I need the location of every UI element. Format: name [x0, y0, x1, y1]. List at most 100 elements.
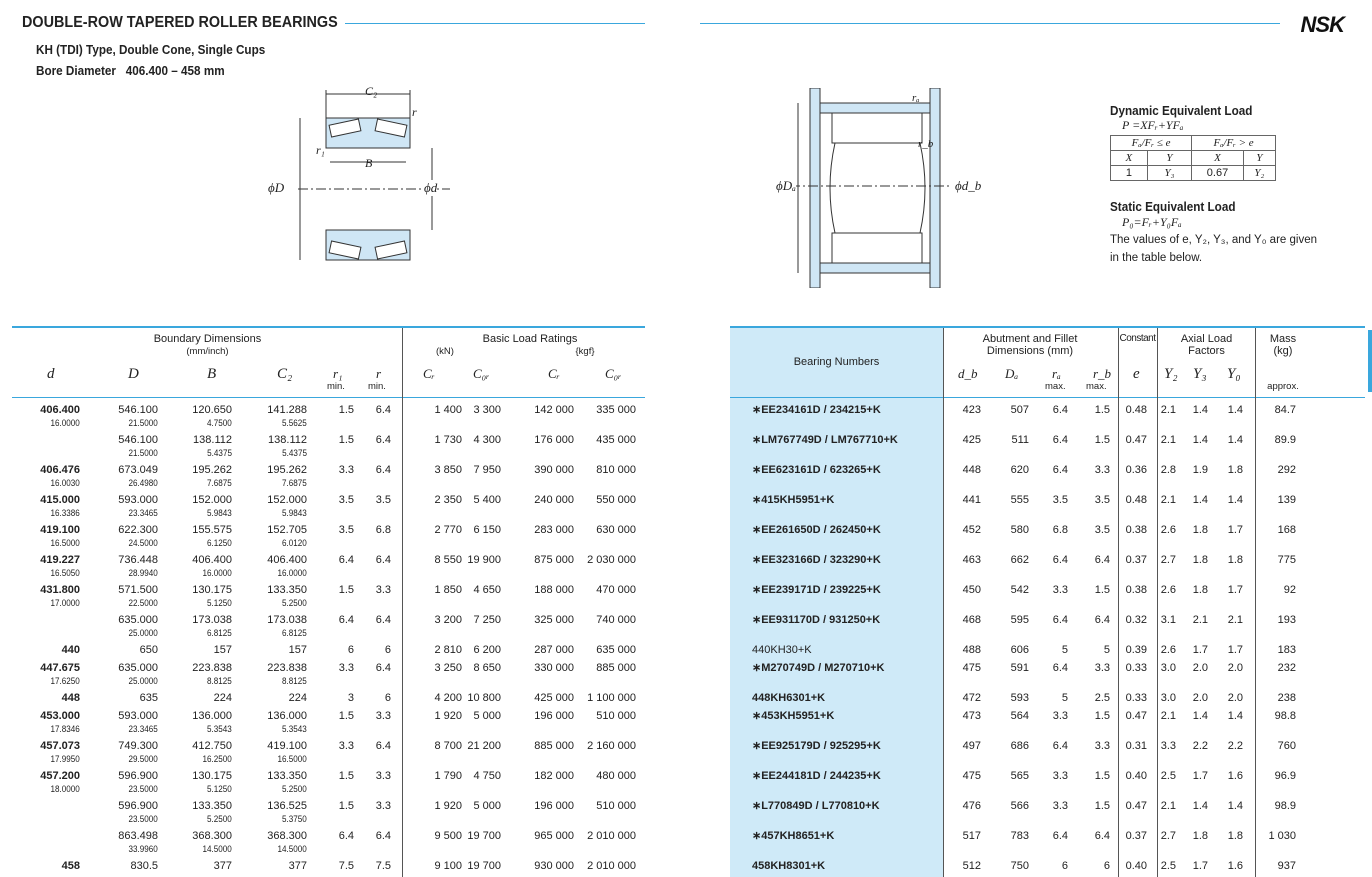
cell-Cr: 2 350	[434, 494, 462, 506]
cell-Cr: 2 770	[434, 524, 462, 536]
cell-C0rk: 335 000	[596, 404, 636, 416]
cell-rb: 6	[1103, 860, 1110, 872]
cell-r: 6	[384, 644, 391, 656]
bearing-number[interactable]: ∗EE931170D / 931250+K	[752, 614, 881, 626]
cell-Y0: 1.6	[1227, 860, 1243, 872]
hdr-kn: (kN)	[436, 346, 454, 357]
cell-r: 3.5	[375, 494, 391, 506]
cell-Cr: 1 400	[434, 404, 462, 416]
cell-C2: 152.705 6.0120	[267, 524, 307, 548]
cell-Y2: 2.1	[1160, 710, 1176, 722]
bearing-number[interactable]: 458KH8301+K	[752, 860, 826, 872]
cell-e: 0.33	[1125, 692, 1147, 704]
cell-C2: 223.838 8.8125	[267, 662, 307, 686]
cell-B: 412.750 16.2500	[192, 740, 232, 764]
val-x2: 0.67	[1191, 165, 1244, 181]
bearing-number[interactable]: ∗EE623161D / 623265+K	[752, 464, 881, 476]
bearing-number[interactable]: 448KH6301+K	[752, 692, 826, 704]
cell-Y3: 2.2	[1192, 740, 1208, 752]
divider	[1255, 328, 1256, 877]
bearing-number[interactable]: ∗EE239171D / 239225+K	[752, 584, 881, 596]
cell-e: 0.47	[1125, 800, 1147, 812]
cell-C2: 136.525 5.3750	[267, 800, 307, 824]
cell-db: 450	[962, 584, 981, 596]
label-r1: r₁	[316, 143, 325, 157]
cell-mass: 1 030	[1268, 830, 1296, 842]
cell-db: 475	[962, 770, 981, 782]
cell-Y2: 2.7	[1160, 554, 1176, 566]
bearing-number[interactable]: ∗EE261650D / 262450+K	[752, 524, 881, 536]
val-x1: 1	[1110, 165, 1148, 181]
hdr-rb: r_b	[1093, 366, 1112, 381]
cell-D: 596.900 23.5000	[118, 800, 158, 824]
cell-rb: 1.5	[1094, 404, 1110, 416]
bearing-number[interactable]: ∗EE244181D / 244235+K	[752, 770, 881, 782]
cell-Da: 565	[1010, 770, 1029, 782]
cell-B: 120.650 4.7500	[192, 404, 232, 428]
cell-mass: 96.9	[1274, 770, 1296, 782]
bearing-number[interactable]: ∗EE323166D / 323290+K	[752, 554, 881, 566]
cell-mass: 98.9	[1274, 800, 1296, 812]
cell-Cr: 3 250	[434, 662, 462, 674]
bearing-number[interactable]: ∗M270749D / M270710+K	[752, 662, 885, 674]
cell-mass: 937	[1277, 860, 1296, 872]
cell-mass: 98.8	[1274, 710, 1296, 722]
hdr-mass: Mass	[1269, 333, 1297, 345]
bearing-number[interactable]: ∗415KH5951+K	[752, 494, 835, 506]
cell-B: 155.575 6.1250	[192, 524, 232, 548]
cell-mass: 92	[1283, 584, 1296, 596]
cell-Crk: 176 000	[534, 434, 574, 446]
hdr-r-min: min.	[368, 381, 386, 392]
cell-r: 6.4	[375, 404, 391, 416]
cell-D: 593.000 23.3465	[118, 710, 158, 734]
cell-rb: 3.3	[1094, 740, 1110, 752]
bearing-number[interactable]: ∗LM767749D / LM767710+K	[752, 434, 898, 446]
cell-Y0: 2.2	[1227, 740, 1243, 752]
cell-e: 0.47	[1125, 434, 1147, 446]
label-r: r	[412, 105, 417, 119]
cell-r1: 1.5	[338, 710, 354, 722]
cell-D: 749.300 29.5000	[118, 740, 158, 764]
cell-Crk: 425 000	[534, 692, 574, 704]
cell-Da: 555	[1010, 494, 1029, 506]
cell-C2: 406.400 16.0000	[267, 554, 307, 578]
bearing-number[interactable]: ∗457KH8651+K	[752, 830, 835, 842]
hdr-axial-2: Factors	[1188, 345, 1225, 357]
cell-D: 635.000 25.0000	[118, 614, 158, 638]
cell-B: 136.000 5.3543	[192, 710, 232, 734]
cell-Da: 606	[1010, 644, 1029, 656]
cell-Y3: 1.7	[1192, 644, 1208, 656]
cell-r: 6.4	[375, 434, 391, 446]
cell-ra: 6.8	[1052, 524, 1068, 536]
hdr-axial: Axial Load	[1180, 333, 1233, 345]
cell-Y0: 2.0	[1227, 662, 1243, 674]
cell-db: 441	[962, 494, 981, 506]
cell-r: 6	[384, 692, 391, 704]
cell-Crk: 283 000	[534, 524, 574, 536]
cell-r: 3.3	[375, 584, 391, 596]
bearing-number[interactable]: ∗453KH5951+K	[752, 710, 835, 722]
title-rule	[345, 23, 645, 24]
dynamic-load-formula: P =XFᵣ+YFₐ	[1122, 118, 1184, 132]
cell-d: 447.675 17.6250	[40, 662, 80, 686]
cell-ra: 5	[1061, 644, 1068, 656]
label-c2: C₂	[365, 84, 378, 98]
cell-Y3: 1.4	[1192, 404, 1208, 416]
bearing-number[interactable]: ∗EE234161D / 234215+K	[752, 404, 881, 416]
divider	[402, 328, 403, 877]
cell-r: 3.3	[375, 770, 391, 782]
cell-r1: 3.3	[338, 740, 354, 752]
bearing-number[interactable]: ∗L770849D / L770810+K	[752, 800, 880, 812]
cell-r1: 7.5	[338, 860, 354, 872]
hdr-D: D	[128, 366, 139, 382]
bearing-number[interactable]: ∗EE925179D / 925295+K	[752, 740, 881, 752]
dynamic-load-title: Dynamic Equivalent Load	[1110, 103, 1253, 118]
cell-Da: 686	[1010, 740, 1029, 752]
cell-r: 3.3	[375, 800, 391, 812]
col-x2: X	[1191, 150, 1244, 166]
cell-Y2: 3.3	[1160, 740, 1176, 752]
bearing-number[interactable]: 440KH30+K	[752, 644, 812, 656]
cell-r1: 1.5	[338, 404, 354, 416]
cell-Y3: 1.8	[1192, 554, 1208, 566]
cell-Crk: 875 000	[534, 554, 574, 566]
